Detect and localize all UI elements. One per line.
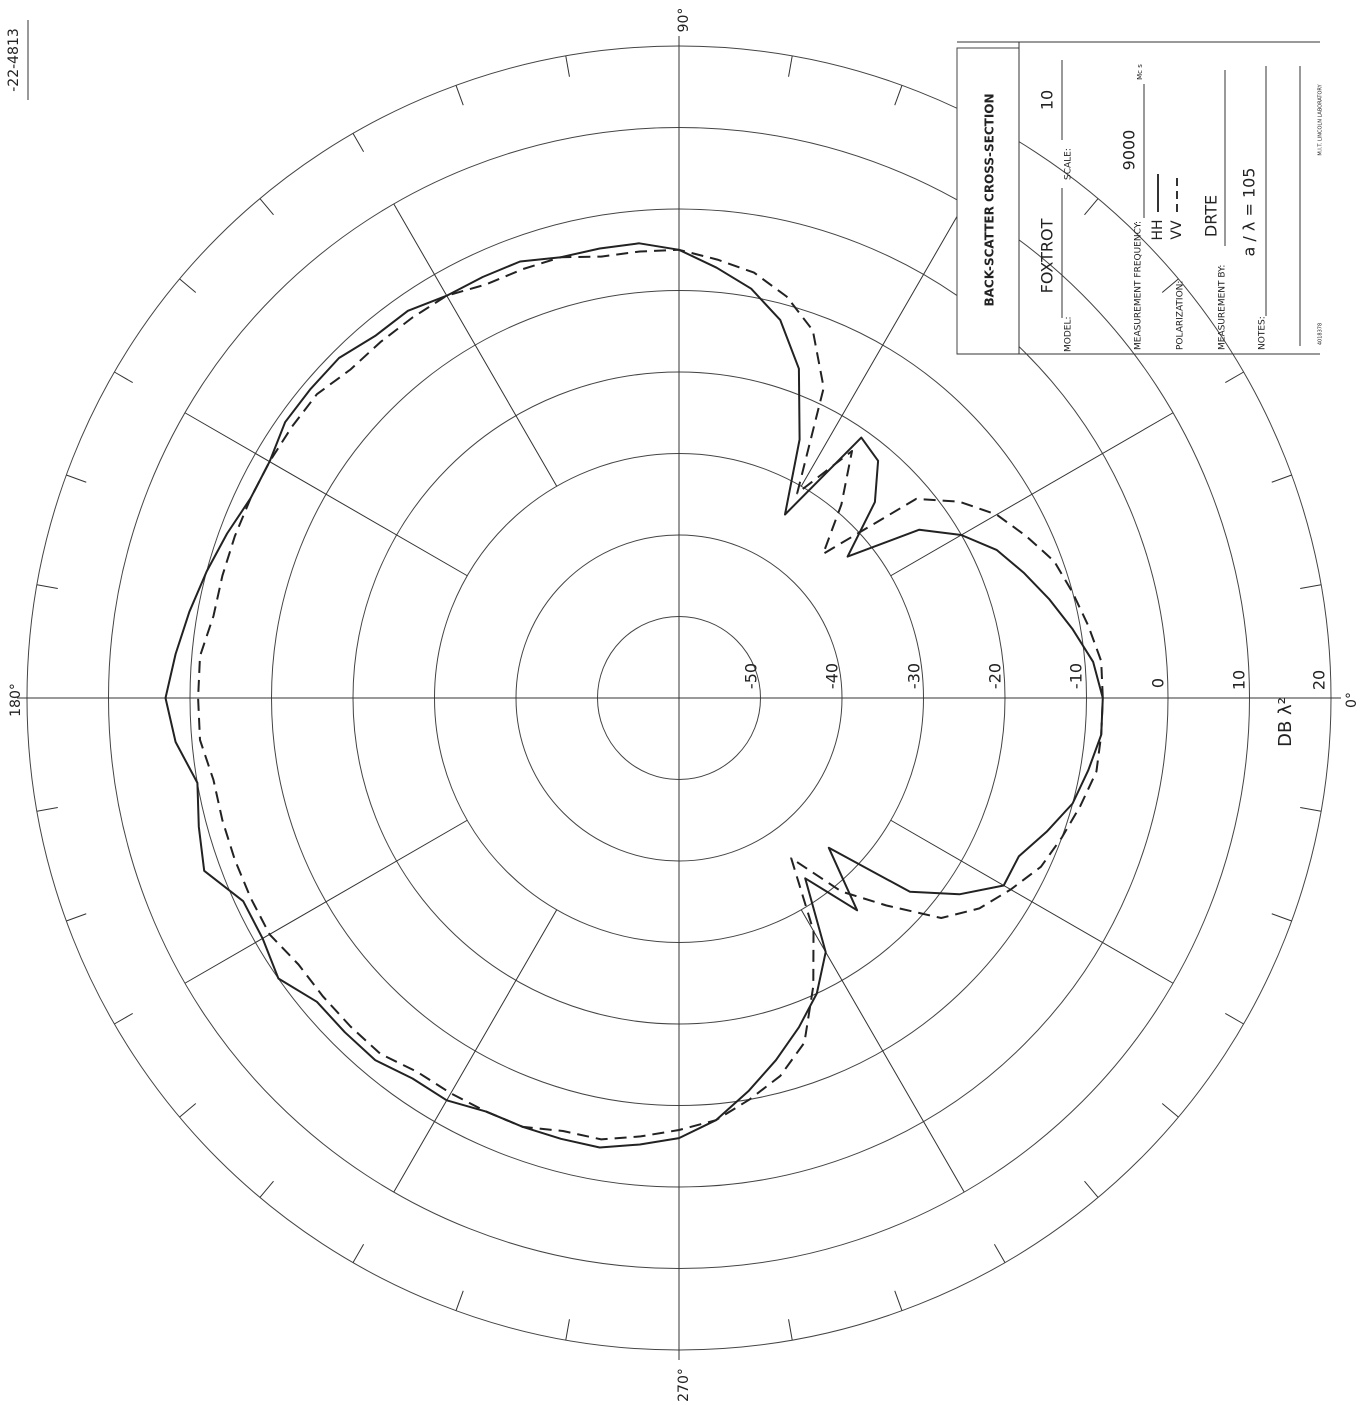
angle-tick (894, 85, 903, 106)
corner-id: -22-4813 (6, 28, 22, 92)
angle-tick (352, 133, 365, 152)
radial-spoke (890, 412, 1174, 577)
angle-tick (788, 55, 793, 77)
angle-label-180: 180° (8, 683, 24, 717)
angle-label-0: 0° (1344, 692, 1360, 708)
frequency-label: MEASUREMENT FREQUENCY: (1134, 221, 1144, 350)
radial-spoke (184, 412, 468, 577)
frequency-unit: Mc s (1136, 64, 1144, 80)
radial-spoke (393, 203, 558, 487)
radial-labels: -50 -40 -30 -20 -10 0 10 20 DB λ² (742, 663, 1329, 747)
pol-vv-label: VV (1169, 220, 1185, 240)
angle-tick (66, 474, 87, 483)
radial-unit-label: DB λ² (1275, 697, 1296, 747)
radial-label-20: 20 (1310, 670, 1329, 690)
polarization-label: POLARIZATION: (1176, 281, 1186, 350)
scale-value: 10 (1038, 90, 1057, 110)
radial-spoke (800, 909, 965, 1193)
angle-tick (1271, 913, 1292, 922)
angle-tick (114, 371, 133, 384)
info-title: BACK-SCATTER CROSS-SECTION (983, 93, 997, 306)
angle-tick (179, 1103, 197, 1118)
angle-label-90: 90° (676, 8, 692, 33)
radial-label-m10: -10 (1067, 663, 1086, 689)
angle-label-270: 270° (676, 1368, 692, 1402)
radial-spoke (890, 819, 1174, 984)
radial-spoke (800, 203, 965, 487)
angle-tick (894, 1290, 903, 1311)
angle-tick (36, 584, 58, 589)
series-vv-line (197, 248, 1104, 1141)
scale-label: SCALE: (1064, 148, 1074, 180)
angle-tick (1271, 474, 1292, 483)
pol-hh-label: HH (1150, 219, 1166, 240)
angle-tick (259, 198, 274, 216)
angle-tick (1084, 1180, 1099, 1198)
radial-spoke (393, 909, 558, 1193)
data-series (164, 242, 1104, 1149)
measured-by-value: DRTE (1202, 195, 1221, 237)
angle-tick (455, 1290, 464, 1311)
angle-tick (352, 1244, 365, 1263)
angle-tick (66, 913, 87, 922)
model-value: FOXTROT (1038, 218, 1057, 293)
radial-label-m50: -50 (742, 663, 761, 689)
notes-label: NOTES: (1258, 316, 1268, 350)
angle-tick (565, 55, 570, 77)
measured-by-label: MEASUREMENT BY: (1218, 265, 1228, 350)
footer-left: 4018378 (1318, 323, 1324, 345)
radial-label-0: 0 (1149, 678, 1168, 688)
info-block: BACK-SCATTER CROSS-SECTION MODEL: FOXTRO… (956, 41, 1324, 355)
series-hh-line (164, 242, 1104, 1149)
radial-label-m20: -20 (986, 663, 1005, 689)
model-label: MODEL: (1064, 316, 1074, 352)
radial-label-m40: -40 (823, 663, 842, 689)
radial-label-10: 10 (1230, 670, 1249, 690)
angle-tick (1161, 1103, 1179, 1118)
angle-tick (179, 278, 197, 293)
footer-right: M.I.T. LINCOLN LABORATORY (1318, 83, 1324, 155)
angle-tick (993, 1244, 1006, 1263)
radial-spoke (184, 819, 468, 984)
angle-tick (455, 85, 464, 106)
angle-tick (1225, 371, 1244, 384)
angle-tick (1300, 807, 1322, 812)
notes-value: a / λ = 105 (1240, 168, 1259, 257)
angle-tick (114, 1012, 133, 1025)
frequency-value: 9000 (1120, 130, 1139, 171)
info-title-box (956, 47, 1020, 355)
angle-tick (1300, 584, 1322, 589)
angle-tick-marks (27, 46, 1331, 1350)
angle-tick (36, 807, 58, 812)
angle-tick (1225, 1012, 1244, 1025)
angle-tick (565, 1319, 570, 1341)
angle-tick (788, 1319, 793, 1341)
angle-tick (259, 1180, 274, 1198)
angle-tick (1084, 198, 1099, 216)
angle-tick (1161, 278, 1179, 293)
radial-label-m30: -30 (905, 663, 924, 689)
